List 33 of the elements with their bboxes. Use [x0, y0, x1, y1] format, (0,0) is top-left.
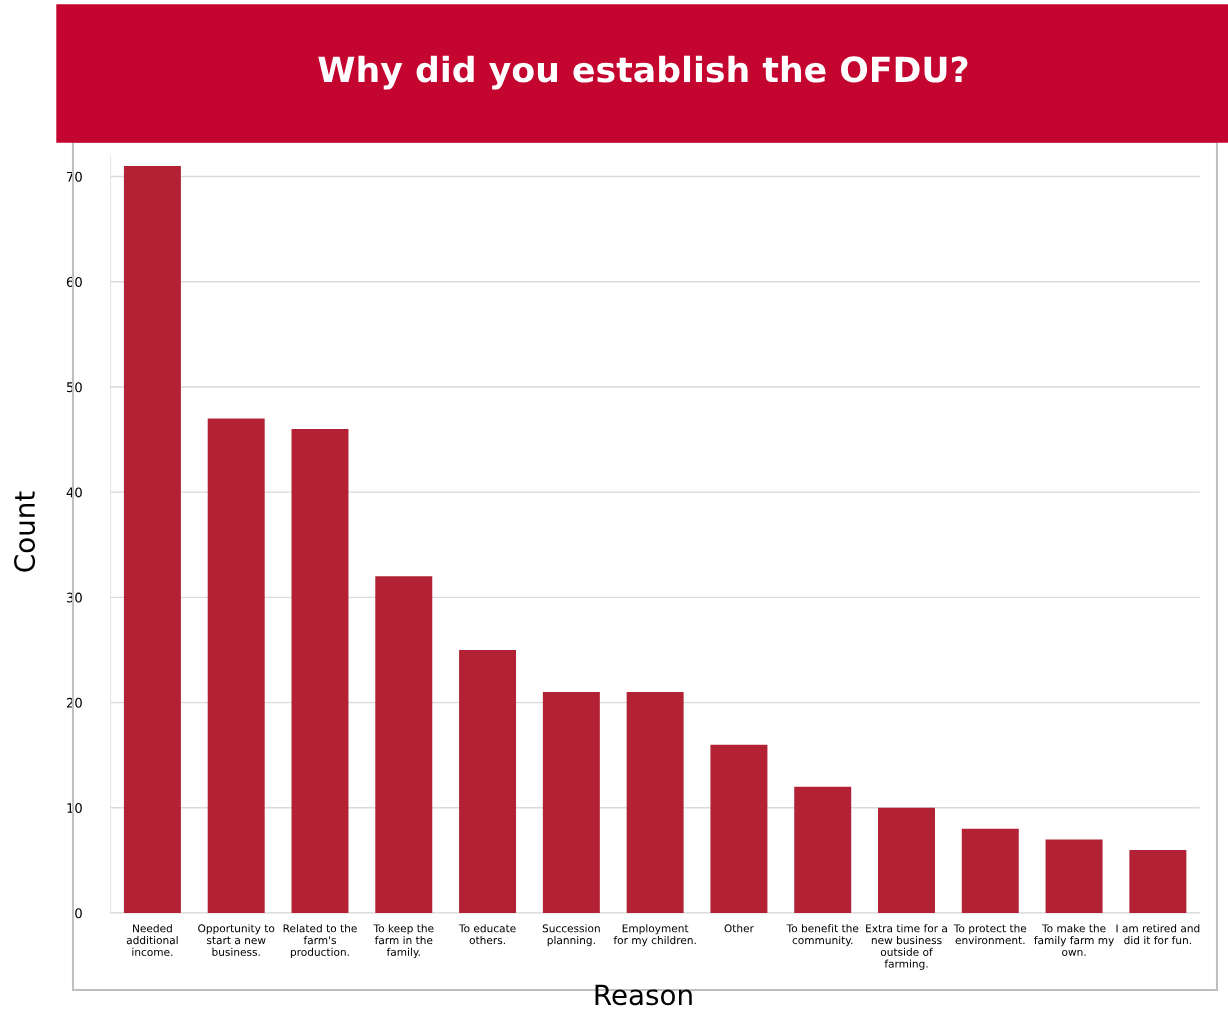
y-tick-label: 10: [67, 803, 82, 814]
x-axis-title: Reason: [595, 984, 692, 1006]
x-tick-label: Related to the farm's production.: [283, 924, 357, 958]
y-axis-title: Count: [14, 491, 36, 572]
bar: [123, 166, 181, 914]
y-tick-label: 40: [66, 487, 82, 498]
x-tick-label: To keep the farm in the family.: [373, 924, 434, 958]
bar: [459, 650, 517, 914]
bar: [710, 744, 768, 914]
x-tick-label: Succession planning.: [542, 924, 600, 947]
bar: [542, 692, 600, 914]
bar: [375, 576, 433, 914]
bar: [1045, 839, 1103, 914]
bar: [207, 418, 265, 914]
bar: [878, 807, 935, 914]
bar: [794, 786, 852, 914]
bar: [626, 692, 684, 914]
x-tick-label: Employment for my children.: [613, 924, 696, 947]
y-tick-label: 0: [75, 908, 82, 919]
x-tick-label: Extra time for a new business outside of farming.: [866, 924, 947, 970]
bar: [291, 429, 349, 914]
x-tick-label: To educate others.: [458, 924, 516, 945]
bar: [961, 828, 1019, 914]
x-tick-label: To benefit the community.: [786, 924, 859, 947]
x-tick-label: Other: [724, 924, 754, 933]
x-tick-label: I am retired and did it for fun.: [1116, 924, 1200, 945]
x-tick-label: Opportunity to start a new business.: [198, 924, 275, 956]
x-tick-label: To protect the environment.: [953, 924, 1027, 945]
x-tick-label: Needed additional income.: [126, 924, 178, 956]
chart-title: Why did you establish the OFDU?: [318, 55, 968, 90]
bar: [1129, 849, 1187, 914]
x-tick-label: To make the family farm my own.: [1034, 924, 1114, 956]
y-tick-label: 70: [67, 171, 82, 182]
